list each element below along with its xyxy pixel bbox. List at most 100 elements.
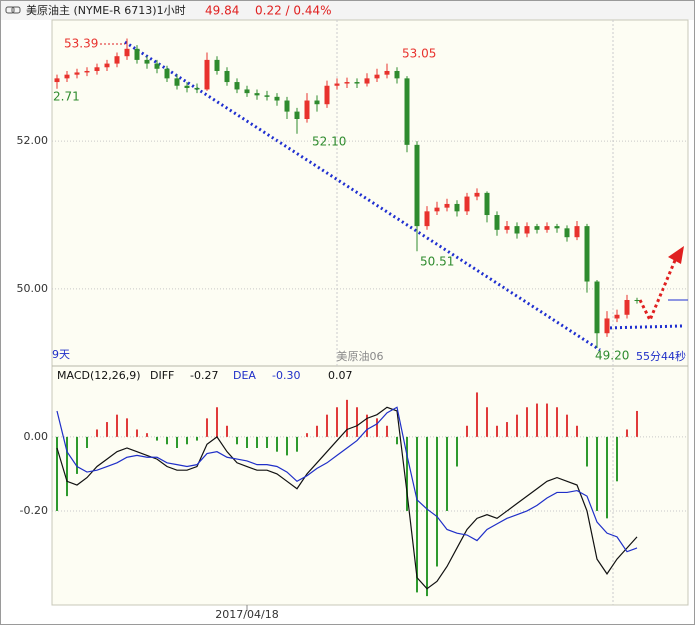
macd-bar xyxy=(356,407,358,437)
candle-body xyxy=(584,226,590,282)
candle-body xyxy=(114,56,120,64)
candle-body xyxy=(234,82,240,90)
macd-bar xyxy=(586,436,588,467)
macd-line xyxy=(56,406,638,553)
y-tick-label: 0.00 xyxy=(24,430,49,443)
macd-bar xyxy=(516,414,518,437)
macd-title: MACD(12,26,9) xyxy=(57,369,141,382)
price-annotation: 50.51 xyxy=(420,255,454,269)
readout-dea: -0.30 xyxy=(272,369,300,382)
macd-bar xyxy=(626,429,628,437)
candle-body xyxy=(494,215,500,230)
header-bar xyxy=(1,1,694,20)
macd-bar xyxy=(336,407,338,437)
macd-bar xyxy=(196,436,198,441)
macd-bar xyxy=(616,436,618,482)
candle-body xyxy=(204,59,210,90)
macd-bar xyxy=(156,436,158,441)
macd-bar xyxy=(306,433,308,437)
candle-body xyxy=(244,89,250,94)
macd-bar xyxy=(566,414,568,437)
x-tick-label: 2017/04/18 xyxy=(215,608,278,621)
forecast-arrow-head xyxy=(668,246,684,264)
candle-body xyxy=(344,82,350,84)
candle-body xyxy=(264,95,270,97)
macd-bar xyxy=(476,392,478,437)
macd-bar xyxy=(536,403,538,437)
candle-body xyxy=(64,74,70,79)
candle-body xyxy=(94,67,100,71)
macd-bar xyxy=(496,425,498,437)
macd-bar xyxy=(76,436,78,474)
macd-bar xyxy=(66,436,68,497)
candle-body xyxy=(394,70,400,79)
candle-body xyxy=(564,228,570,238)
header-change: 0.22 / 0.44% xyxy=(255,4,332,18)
macd-bar xyxy=(556,407,558,437)
macd-bar xyxy=(296,436,298,452)
candle-body xyxy=(554,226,560,229)
macd-bar xyxy=(216,407,218,437)
macd-bar xyxy=(326,414,328,437)
candle-body xyxy=(574,226,580,238)
candle-body xyxy=(84,70,90,73)
candle-body xyxy=(54,78,60,83)
forecast-arrow xyxy=(638,257,678,324)
candle-body xyxy=(594,281,600,334)
macd-bar xyxy=(446,436,448,511)
macd-bar xyxy=(256,436,258,448)
macd-bar xyxy=(146,433,148,437)
readout-macd: 0.07 xyxy=(328,369,353,382)
macd-bar xyxy=(596,436,598,511)
macd-bar xyxy=(436,436,438,567)
macd-bar xyxy=(456,436,458,467)
y-tick-label: 52.00 xyxy=(17,134,49,147)
y-tick-label: 50.00 xyxy=(17,282,49,295)
price-annotation: 49.20 xyxy=(595,349,629,363)
candle-body xyxy=(484,192,490,216)
trend-line xyxy=(124,40,601,352)
candle-body xyxy=(334,83,340,86)
price-annotation: 53.39 xyxy=(64,37,98,51)
macd-bar xyxy=(386,425,388,437)
macd-bar xyxy=(486,407,488,437)
candle-body xyxy=(324,85,330,105)
macd-bar xyxy=(236,436,238,445)
candle-body xyxy=(384,70,390,75)
candle-body xyxy=(164,68,170,79)
candle-body xyxy=(474,192,480,197)
macd-bar xyxy=(116,414,118,437)
candle-body xyxy=(624,299,630,315)
footer-left: 9天 xyxy=(52,348,70,361)
header-price: 49.84 xyxy=(205,4,239,18)
price-annotation: 2.71 xyxy=(53,90,80,104)
macd-bar xyxy=(316,425,318,437)
price-annotation: 53.05 xyxy=(402,47,436,61)
macd-bar xyxy=(166,436,168,445)
macd-bar xyxy=(56,436,58,511)
candle-body xyxy=(124,48,130,57)
macd-bar xyxy=(426,436,428,597)
macd-bar xyxy=(96,429,98,437)
header-icon xyxy=(5,6,21,14)
macd-bar xyxy=(636,410,638,437)
footer-right: 55分44秒 xyxy=(636,349,686,363)
readout-diff: -0.27 xyxy=(190,369,218,382)
macd-bar xyxy=(526,407,528,437)
candle-body xyxy=(304,100,310,119)
candle-body xyxy=(434,207,440,212)
macd-bar xyxy=(266,436,268,448)
y-tick-label: -0.20 xyxy=(20,504,48,517)
candle-body xyxy=(454,203,460,212)
candle-body xyxy=(364,78,370,84)
macd-bar xyxy=(106,422,108,437)
candle-body xyxy=(504,226,510,230)
candle-body xyxy=(194,87,200,90)
candle-body xyxy=(74,72,80,75)
macd-bar xyxy=(416,436,418,593)
macd-bar xyxy=(576,425,578,437)
macd-bar xyxy=(366,414,368,437)
legend-diff: DIFF xyxy=(150,369,174,382)
macd-bar xyxy=(206,418,208,437)
